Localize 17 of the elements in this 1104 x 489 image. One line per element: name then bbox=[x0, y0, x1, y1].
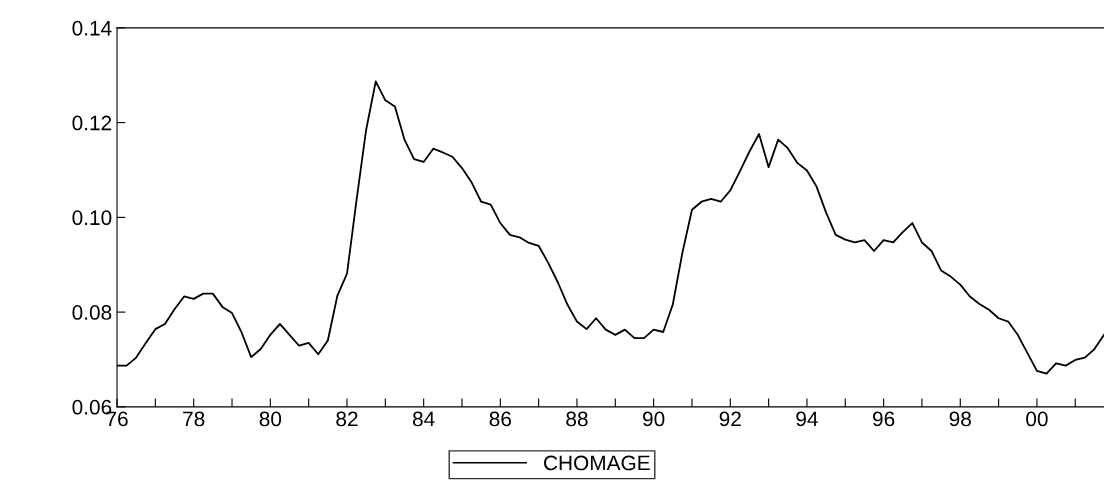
x-tick-label: 92 bbox=[719, 411, 741, 427]
y-tick-label: 0.12 bbox=[72, 115, 112, 131]
x-tick-label: 94 bbox=[796, 411, 818, 427]
x-tick-label: 96 bbox=[873, 411, 895, 427]
x-tick-label: 98 bbox=[949, 411, 971, 427]
x-tick-label: 80 bbox=[259, 411, 282, 427]
y-tick-label: 0.14 bbox=[72, 20, 112, 36]
x-tick-label: 86 bbox=[489, 411, 511, 427]
x-tick-label: 84 bbox=[412, 411, 435, 427]
x-tick-label: 90 bbox=[643, 411, 665, 427]
x-tick-label: 88 bbox=[566, 411, 588, 427]
x-tick-label: 82 bbox=[336, 411, 358, 427]
legend-label: CHOMAGE bbox=[544, 455, 650, 471]
x-tick-label: 00 bbox=[1026, 411, 1048, 427]
y-tick-label: 0.10 bbox=[72, 210, 112, 226]
y-tick-label: 0.08 bbox=[72, 305, 112, 320]
x-tick-label: 78 bbox=[183, 411, 205, 427]
